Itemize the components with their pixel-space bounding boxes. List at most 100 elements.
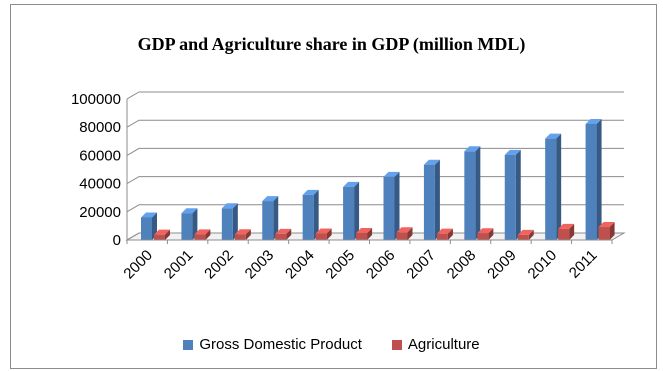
bar-agriculture	[356, 227, 373, 240]
bar-agriculture-front	[194, 234, 206, 240]
bar-gdp	[221, 203, 238, 240]
x-tick-label: 2005	[322, 247, 358, 283]
bar-gdp-top	[423, 159, 440, 165]
x-tick-label: 2000	[120, 247, 156, 283]
bar-agriculture-side	[528, 229, 534, 240]
x-tick-label: 2007	[403, 247, 439, 283]
bar-gdp-top	[343, 181, 360, 187]
bar-gdp-front	[585, 123, 597, 240]
bar-gdp-front	[343, 186, 355, 240]
bar-gdp-side	[556, 133, 562, 240]
bar-agriculture-top	[154, 229, 170, 235]
bar-gdp	[383, 171, 400, 240]
legend-item-agriculture: Agriculture	[391, 336, 480, 353]
gridline	[126, 119, 624, 128]
bar-gdp-side	[313, 189, 319, 240]
legend-item-gdp: Gross Domestic Product	[183, 336, 362, 353]
bar-gdp-top	[383, 171, 400, 177]
y-tick-label: 60000	[79, 147, 121, 164]
bar-agriculture-front	[598, 227, 610, 240]
bar-agriculture	[558, 223, 575, 240]
bar-gdp-side	[434, 159, 440, 240]
bar-agriculture-side	[447, 228, 453, 240]
bar-gdp-top	[221, 203, 238, 209]
bar-gdp-side	[354, 181, 360, 240]
y-tick-label: 20000	[79, 204, 121, 221]
bar-gdp	[423, 159, 440, 240]
gridline	[126, 232, 624, 241]
bar-gdp-side	[232, 203, 238, 240]
bar-agriculture-top	[356, 227, 373, 233]
bar-agriculture	[315, 228, 332, 240]
chart-title: GDP and Agriculture share in GDP (millio…	[137, 34, 526, 54]
bar-gdp-side	[394, 171, 400, 240]
y-tick-label: 40000	[79, 176, 121, 193]
x-tick-label: 2008	[444, 247, 480, 283]
bar-agriculture-front	[234, 234, 246, 240]
gridline	[126, 204, 624, 213]
bar-gdp-side	[515, 149, 521, 240]
x-tick-label: 2003	[242, 247, 278, 283]
y-tick-label: 80000	[79, 119, 121, 136]
bar-gdp-front	[181, 213, 193, 240]
bar-gdp	[464, 146, 481, 240]
bar-agriculture-top	[275, 228, 292, 234]
bar-agriculture-side	[609, 222, 615, 240]
bar-agriculture-side	[326, 228, 332, 240]
bar-gdp-top	[302, 189, 319, 195]
bar-gdp-front	[504, 154, 516, 240]
bar-agriculture	[436, 228, 453, 240]
bar-gdp-top	[585, 118, 602, 124]
bar-agriculture	[598, 222, 615, 240]
x-tick-label: 2009	[484, 247, 520, 283]
x-tick-label: 2001	[161, 247, 197, 283]
bar-agriculture-front	[275, 233, 287, 240]
bar-agriculture	[275, 228, 292, 240]
y-tick-label: 100000	[71, 91, 121, 108]
legend-label-gdp: Gross Domestic Product	[199, 336, 362, 353]
legend-label-agriculture: Agriculture	[407, 336, 480, 353]
bar-gdp	[504, 149, 521, 240]
gridline	[126, 147, 624, 156]
bar-gdp-front	[423, 164, 435, 240]
bar-gdp-front	[545, 138, 557, 240]
bar-agriculture-top	[396, 227, 413, 233]
bar-agriculture	[234, 229, 251, 240]
bar-gdp-side	[596, 118, 602, 240]
bar-agriculture-top	[598, 222, 615, 228]
bar-agriculture-front	[517, 234, 529, 240]
back-wall	[139, 92, 624, 233]
bar-agriculture-front	[315, 233, 327, 240]
x-tick-label: 2002	[201, 247, 237, 283]
bar-agriculture	[517, 229, 534, 240]
bar-agriculture-top	[234, 229, 251, 235]
bar-gdp-front	[221, 208, 233, 240]
bar-agriculture-side	[286, 228, 292, 240]
bar-agriculture	[477, 228, 494, 240]
legend-swatch-agriculture	[391, 339, 402, 350]
bar-agriculture-top	[436, 228, 453, 234]
bar-gdp-side	[273, 196, 279, 240]
bar-gdp-front	[383, 176, 395, 240]
bar-agriculture-side	[569, 223, 575, 240]
bar-agriculture-top	[517, 229, 534, 235]
bar-gdp-top	[181, 208, 198, 214]
bar-agriculture	[194, 229, 211, 240]
bar-agriculture	[154, 229, 170, 240]
bar-gdp	[302, 189, 319, 240]
bar-gdp-side	[475, 146, 481, 240]
bar-agriculture-side	[488, 228, 494, 240]
x-tick-label: 2006	[363, 247, 399, 283]
bar-gdp-top	[504, 149, 521, 155]
bar-agriculture-front	[396, 232, 408, 240]
bar-agriculture-side	[165, 229, 170, 240]
bar-gdp-top	[545, 133, 562, 139]
bar-agriculture-top	[315, 228, 332, 234]
bar-agriculture-front	[477, 233, 489, 240]
y-tick-label: 0	[113, 232, 121, 249]
x-tick-label: 2010	[525, 247, 561, 283]
bar-gdp	[343, 181, 360, 240]
bar-agriculture	[396, 227, 413, 240]
bar-gdp-top	[141, 212, 157, 218]
bar-gdp-front	[141, 217, 152, 240]
